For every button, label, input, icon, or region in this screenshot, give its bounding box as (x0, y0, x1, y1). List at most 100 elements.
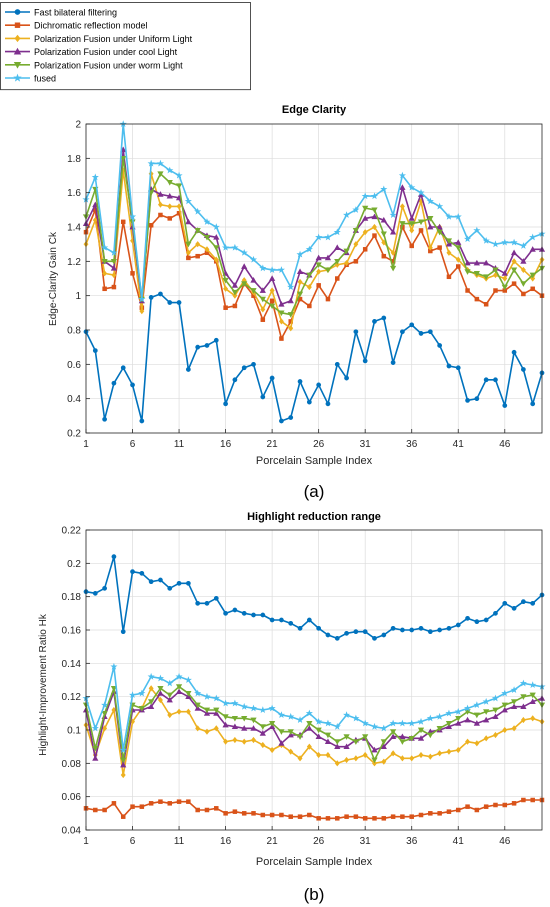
axes-box (85, 123, 543, 434)
data-point (213, 234, 220, 240)
data-point (287, 712, 295, 720)
data-point (157, 696, 163, 704)
data-point (399, 203, 405, 210)
y-tick-label: 0.18 (62, 592, 82, 603)
data-point (251, 736, 256, 744)
data-point (166, 179, 173, 186)
data-point (185, 218, 192, 225)
data-point (195, 725, 201, 732)
data-point (334, 244, 341, 250)
data-point (492, 707, 499, 714)
y-tick-label: 0.04 (62, 826, 82, 837)
data-point (408, 719, 416, 727)
data-point (176, 300, 182, 305)
data-point (232, 736, 238, 744)
data-point (296, 734, 304, 740)
data-point (185, 367, 191, 372)
data-point (92, 590, 98, 596)
data-point (231, 715, 239, 722)
data-point (120, 155, 127, 162)
data-point (297, 278, 303, 286)
legend-label: Dichromatic reflection model (34, 21, 148, 31)
data-point (344, 814, 349, 819)
data-point (120, 761, 127, 768)
data-point (325, 632, 331, 638)
data-point (445, 212, 453, 220)
data-point (110, 264, 118, 271)
data-point (111, 801, 117, 806)
data-point (222, 699, 230, 707)
data-point (493, 731, 498, 739)
legend-item: Polarization Fusion under Uniform Light (5, 34, 193, 44)
data-point (333, 228, 341, 236)
data-point (241, 715, 248, 722)
y-tick-label: 0.1 (67, 726, 81, 737)
data-point (222, 714, 229, 720)
data-point (316, 625, 322, 631)
data-point (195, 253, 200, 259)
data-point (110, 249, 118, 256)
data-point (510, 238, 518, 246)
data-point (306, 617, 312, 623)
data-point (372, 233, 377, 238)
data-point (268, 266, 276, 273)
data-point (427, 223, 434, 230)
x-tick-label: 31 (360, 439, 372, 450)
data-point (148, 703, 155, 710)
data-point (399, 221, 406, 227)
data-point (463, 704, 472, 712)
data-point (389, 733, 397, 740)
data-point (269, 812, 275, 818)
data-point (260, 306, 266, 313)
data-point (92, 348, 98, 353)
data-point (372, 816, 377, 821)
data-point (502, 726, 508, 734)
data-point (381, 816, 387, 821)
data-point (176, 203, 182, 210)
data-point (483, 301, 489, 307)
data-point (306, 284, 312, 291)
data-point (519, 242, 527, 249)
data-point (483, 274, 490, 281)
data-point (530, 275, 536, 282)
data-point (157, 171, 164, 178)
data-point (232, 377, 238, 383)
data-point (511, 801, 517, 806)
data-point (101, 701, 109, 709)
legend-label: fused (34, 74, 56, 84)
data-point (279, 617, 284, 623)
data-point (102, 807, 107, 813)
data-point (305, 245, 313, 253)
data-point (277, 266, 285, 273)
legend-label: Polarization Fusion under cool Light (34, 47, 178, 57)
data-point (446, 748, 452, 755)
data-point (110, 685, 118, 692)
data-point (530, 286, 535, 292)
data-point (93, 807, 98, 813)
data-point (148, 685, 154, 692)
data-point (436, 725, 443, 732)
data-point (269, 720, 276, 727)
legend-label: Fast bilateral filtering (34, 8, 117, 18)
data-point (232, 607, 238, 613)
data-point (259, 296, 266, 303)
data-point (483, 377, 489, 383)
data-point (167, 203, 173, 210)
data-point (427, 244, 433, 251)
data-point (529, 272, 536, 279)
data-point (175, 171, 183, 179)
data-point (223, 401, 228, 407)
data-point (167, 801, 173, 806)
legend-marker (13, 61, 22, 69)
data-point (184, 676, 192, 684)
data-point (241, 725, 248, 731)
data-point (464, 269, 471, 275)
data-point (400, 627, 405, 633)
data-point (501, 702, 508, 709)
y-tick-label: 0.16 (62, 626, 82, 637)
data-point (370, 722, 379, 730)
data-point (251, 811, 256, 816)
data-point (277, 711, 285, 719)
data-point (473, 259, 480, 266)
data-point (408, 221, 415, 227)
